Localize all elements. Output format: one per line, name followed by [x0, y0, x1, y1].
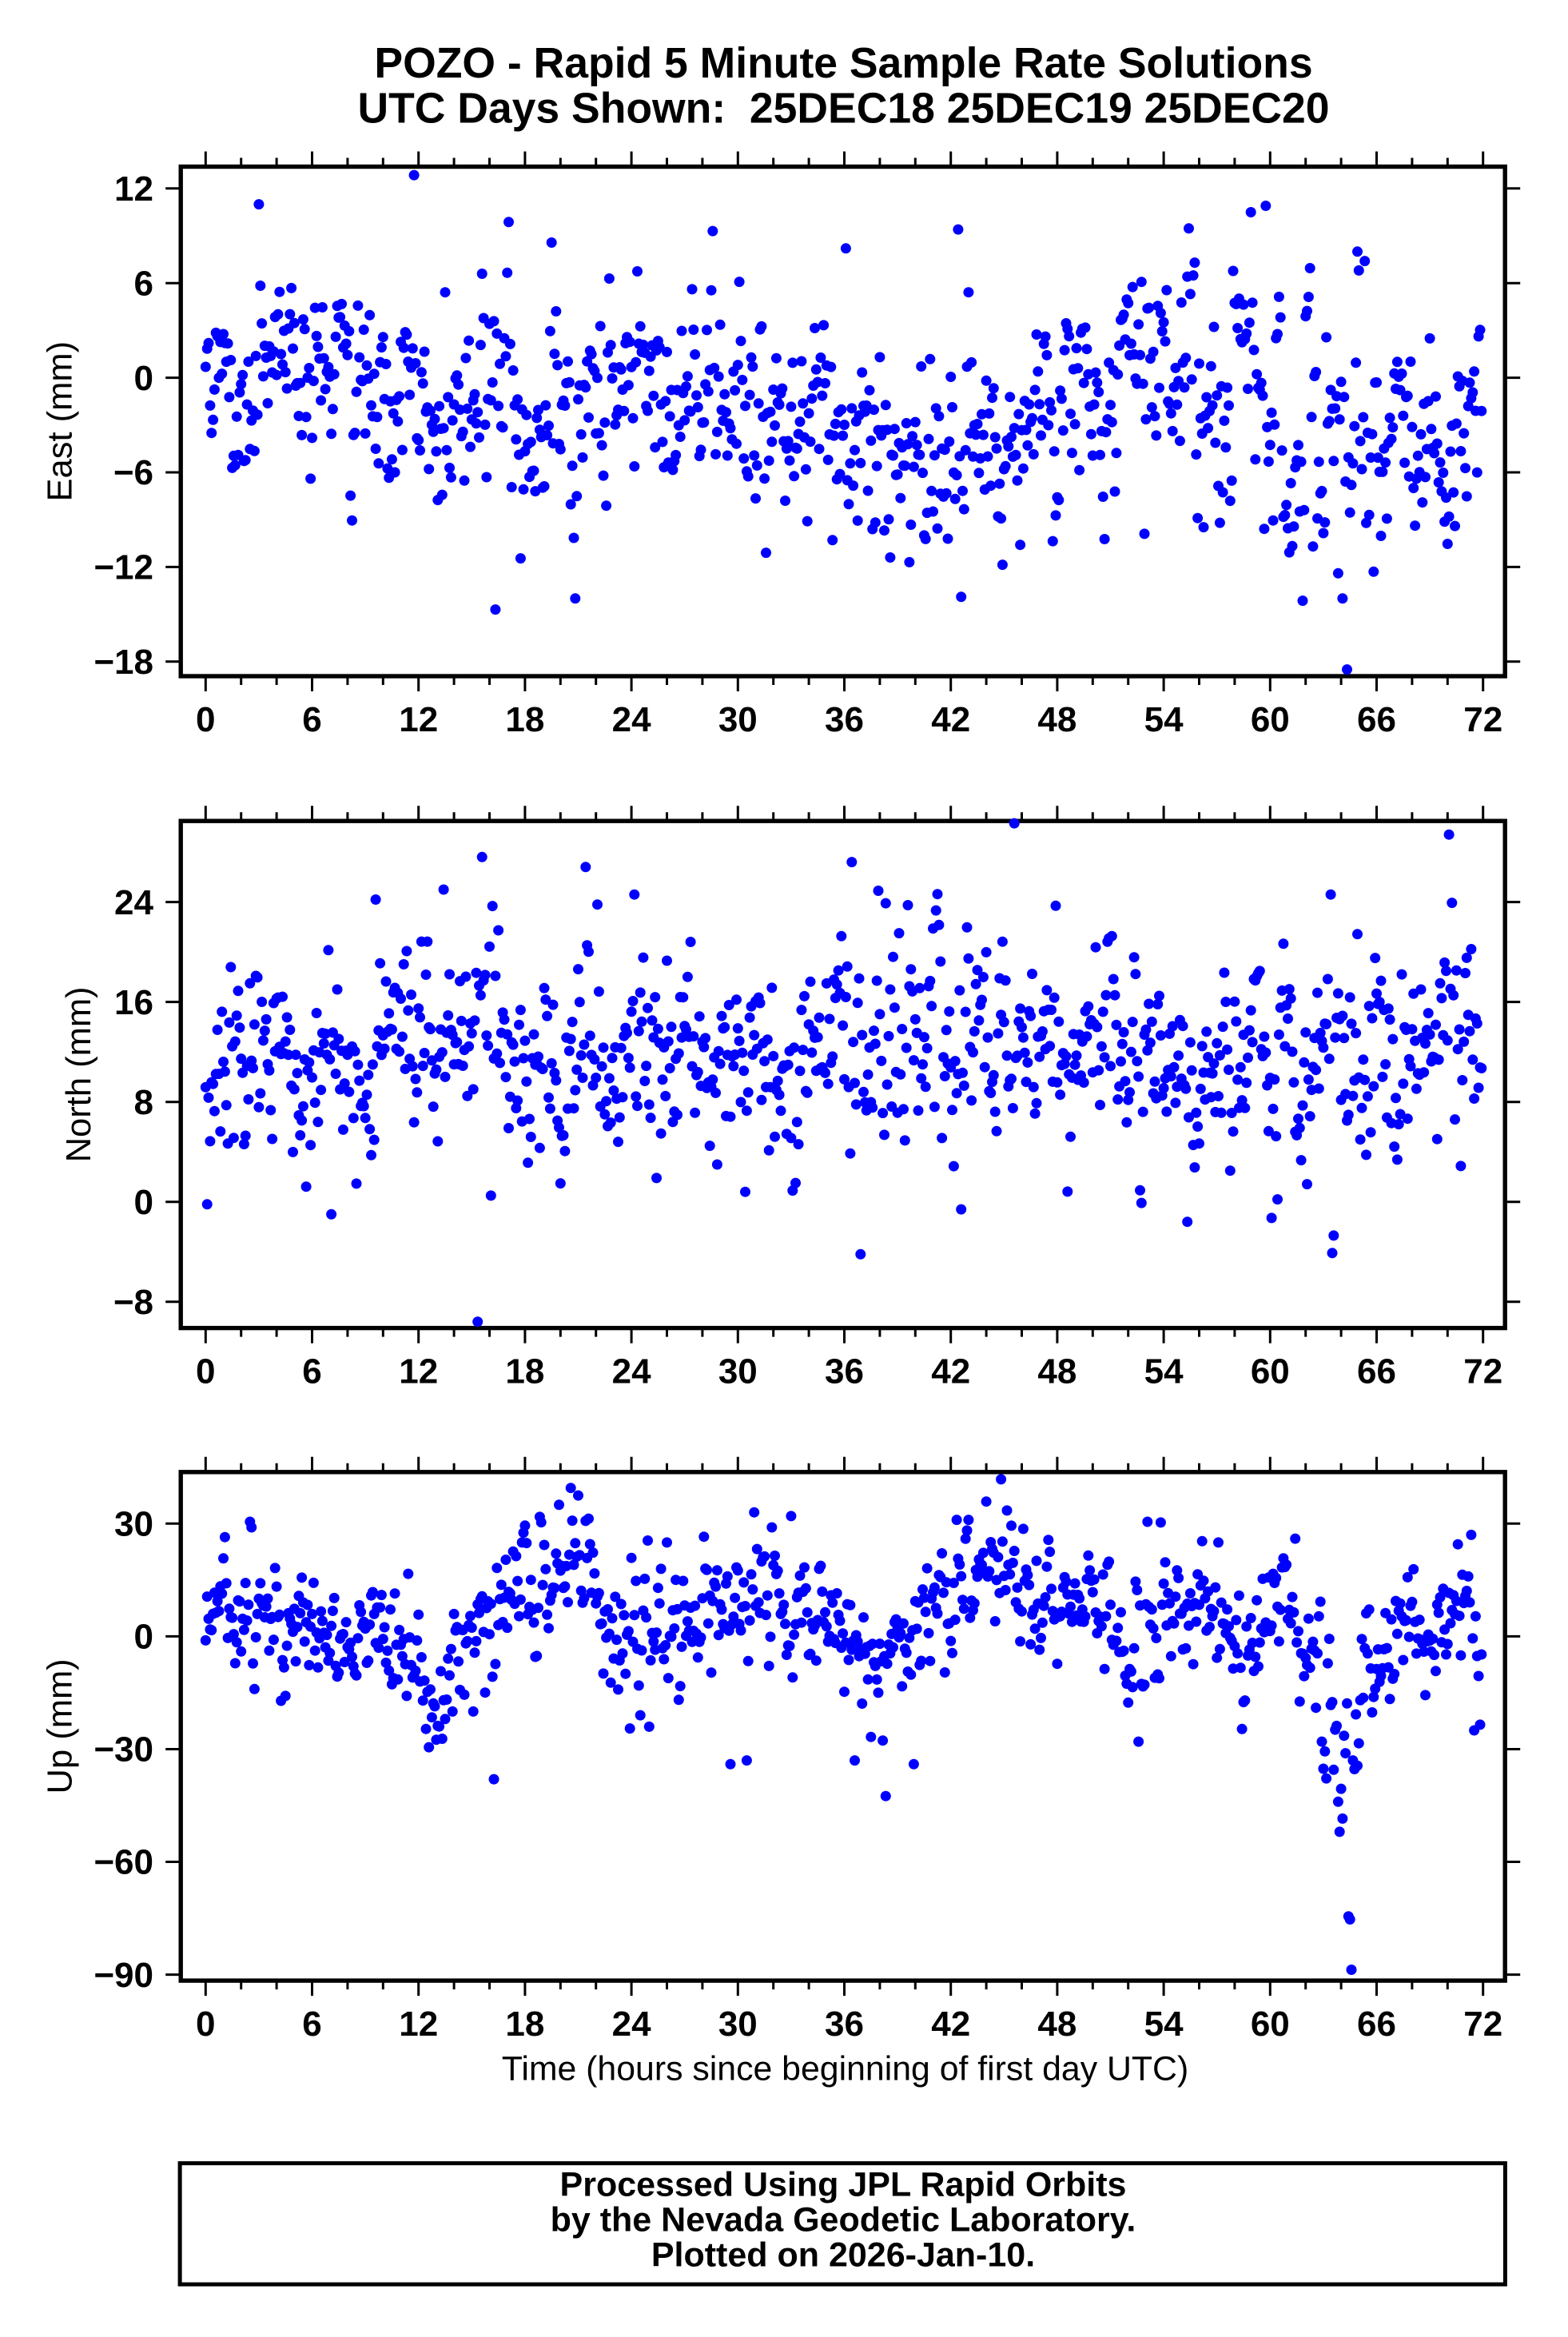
svg-text:Plotted on 2026-Jan-10.: Plotted on 2026-Jan-10.: [651, 2236, 1035, 2275]
svg-text:6: 6: [134, 264, 153, 303]
svg-text:72: 72: [1463, 700, 1502, 739]
svg-text:48: 48: [1037, 1352, 1077, 1391]
svg-text:30: 30: [718, 1352, 758, 1391]
svg-text:24: 24: [612, 2005, 651, 2044]
svg-text:−12: −12: [94, 548, 153, 587]
svg-text:18: 18: [505, 700, 544, 739]
svg-text:18: 18: [505, 1352, 544, 1391]
svg-text:48: 48: [1037, 2005, 1077, 2044]
svg-text:Processed Using JPL Rapid Orbi: Processed Using JPL Rapid Orbits: [560, 2166, 1127, 2204]
svg-text:36: 36: [825, 2005, 864, 2044]
svg-text:0: 0: [134, 1183, 153, 1222]
svg-text:East (mm): East (mm): [41, 341, 79, 502]
svg-text:24: 24: [114, 883, 153, 922]
svg-text:0: 0: [196, 700, 215, 739]
svg-text:54: 54: [1144, 2005, 1184, 2044]
svg-text:72: 72: [1463, 1352, 1502, 1391]
svg-text:60: 60: [1251, 700, 1290, 739]
svg-text:66: 66: [1357, 2005, 1396, 2044]
svg-text:16: 16: [114, 983, 153, 1022]
svg-text:60: 60: [1251, 2005, 1290, 2044]
svg-text:12: 12: [399, 700, 438, 739]
svg-text:12: 12: [399, 2005, 438, 2044]
svg-text:−8: −8: [113, 1283, 153, 1322]
svg-text:42: 42: [931, 1352, 970, 1391]
svg-text:6: 6: [302, 2005, 321, 2044]
svg-text:0: 0: [196, 1352, 215, 1391]
svg-text:66: 66: [1357, 700, 1396, 739]
svg-text:−30: −30: [94, 1730, 153, 1770]
svg-text:by the Nevada Geodetic Laborat: by the Nevada Geodetic Laboratory.: [551, 2201, 1136, 2239]
svg-text:60: 60: [1251, 1352, 1290, 1391]
svg-text:54: 54: [1144, 700, 1184, 739]
svg-text:Up (mm): Up (mm): [41, 1658, 79, 1794]
svg-text:6: 6: [302, 700, 321, 739]
svg-text:48: 48: [1037, 700, 1077, 739]
svg-text:66: 66: [1357, 1352, 1396, 1391]
svg-text:0: 0: [134, 359, 153, 398]
svg-text:UTC Days Shown: 25DEC18 25DEC: UTC Days Shown: 25DEC18 25DEC19 25DEC20: [357, 86, 1329, 133]
svg-text:24: 24: [612, 700, 651, 739]
svg-text:42: 42: [931, 2005, 970, 2044]
svg-text:24: 24: [612, 1352, 651, 1391]
svg-text:30: 30: [718, 700, 758, 739]
svg-text:30: 30: [718, 2005, 758, 2044]
svg-text:54: 54: [1144, 1352, 1184, 1391]
svg-text:Time (hours since beginning of: Time (hours since beginning of first day…: [502, 2050, 1188, 2088]
svg-text:12: 12: [114, 169, 153, 209]
svg-text:12: 12: [399, 1352, 438, 1391]
svg-text:0: 0: [196, 2005, 215, 2044]
svg-text:8: 8: [134, 1083, 153, 1122]
svg-text:North (mm): North (mm): [60, 986, 98, 1162]
svg-text:36: 36: [825, 1352, 864, 1391]
svg-text:−60: −60: [94, 1843, 153, 1882]
svg-text:−18: −18: [94, 643, 153, 682]
svg-text:30: 30: [114, 1505, 153, 1544]
svg-text:6: 6: [302, 1352, 321, 1391]
svg-text:0: 0: [134, 1618, 153, 1657]
svg-text:−6: −6: [113, 453, 153, 492]
svg-text:−90: −90: [94, 1956, 153, 1995]
svg-text:42: 42: [931, 700, 970, 739]
svg-text:18: 18: [505, 2005, 544, 2044]
svg-text:POZO - Rapid 5 Minute Sample R: POZO - Rapid 5 Minute Sample Rate Soluti…: [374, 40, 1312, 87]
svg-text:36: 36: [825, 700, 864, 739]
svg-text:72: 72: [1463, 2005, 1502, 2044]
